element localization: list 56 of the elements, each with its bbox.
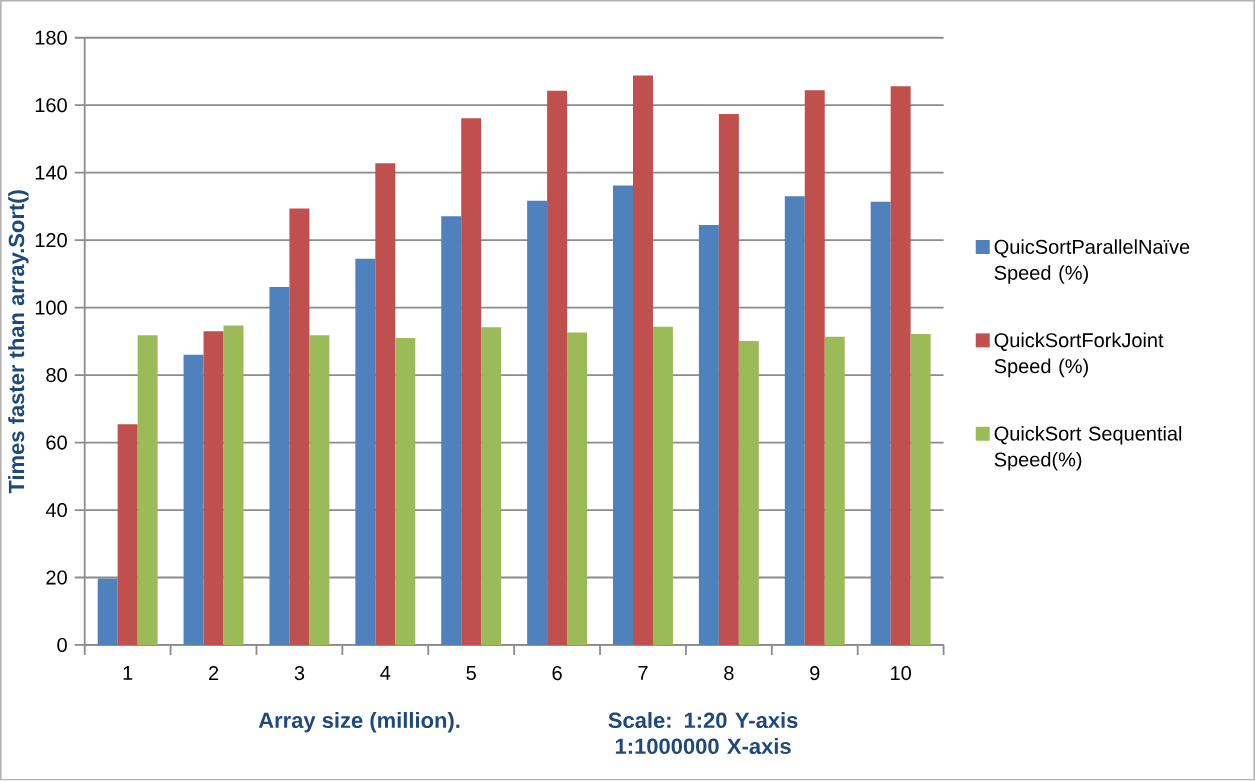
bar <box>870 201 891 646</box>
bar <box>481 327 502 646</box>
x-tick-label: 10 <box>891 666 911 681</box>
bar <box>441 216 462 646</box>
y-tick-label: 160 <box>35 98 67 113</box>
x-tick-label: 5 <box>466 666 476 681</box>
y-tick-label: 80 <box>46 368 67 383</box>
bar <box>567 332 588 646</box>
y-tick-label: 20 <box>46 570 67 585</box>
y-tick-label: 40 <box>45 503 67 518</box>
bar <box>269 287 290 646</box>
bar <box>910 334 931 646</box>
y-tick-label: 180 <box>35 30 67 46</box>
bar <box>784 196 805 646</box>
bar <box>738 341 759 646</box>
bar <box>890 86 911 646</box>
legend-label: QuickSortForkJoint Speed (%) <box>994 332 1164 378</box>
bar <box>395 338 416 646</box>
bar <box>223 325 244 646</box>
legend-label: QuickSort Sequential Speed(%) <box>994 426 1182 471</box>
bar <box>203 331 224 646</box>
x-axis-title: Array size (million). <box>258 712 460 733</box>
x-tick-label: 8 <box>724 666 734 681</box>
bar <box>547 90 568 646</box>
y-tick-label: 60 <box>46 435 67 450</box>
x-tick-label: 9 <box>810 666 820 681</box>
bar <box>461 118 482 646</box>
legend-label: QuicSortParallelNaïve Speed (%) <box>994 239 1190 285</box>
bar <box>652 327 673 646</box>
y-axis-title: Times faster than array.Sort() <box>8 190 29 494</box>
bar <box>718 114 739 646</box>
bar <box>137 335 158 646</box>
x-tick-label: 6 <box>552 666 562 681</box>
bar <box>183 355 204 646</box>
bar <box>289 208 310 646</box>
y-tick-label: 120 <box>35 233 67 248</box>
bar <box>527 200 548 646</box>
bar <box>632 75 653 646</box>
x-tick-label: 4 <box>380 666 391 680</box>
bar <box>375 163 396 646</box>
bar <box>97 578 118 646</box>
y-tick-label: 140 <box>35 165 67 180</box>
bar <box>804 90 825 646</box>
y-tick-label: 0 <box>57 638 67 653</box>
x-tick-label: 2 <box>208 666 219 681</box>
x-tick-label: 3 <box>294 666 305 681</box>
bar <box>117 424 138 646</box>
bar <box>698 225 719 646</box>
y-tick-label: 100 <box>35 300 67 315</box>
x-tick-label: 1 <box>123 666 133 680</box>
bar <box>355 258 376 646</box>
bar <box>824 336 845 646</box>
x-tick-label: 7 <box>638 666 648 680</box>
text: Scale: 1:20 Y-axis 1:1000000 X-axis <box>608 712 798 755</box>
bar <box>309 335 330 646</box>
bar <box>613 185 633 646</box>
